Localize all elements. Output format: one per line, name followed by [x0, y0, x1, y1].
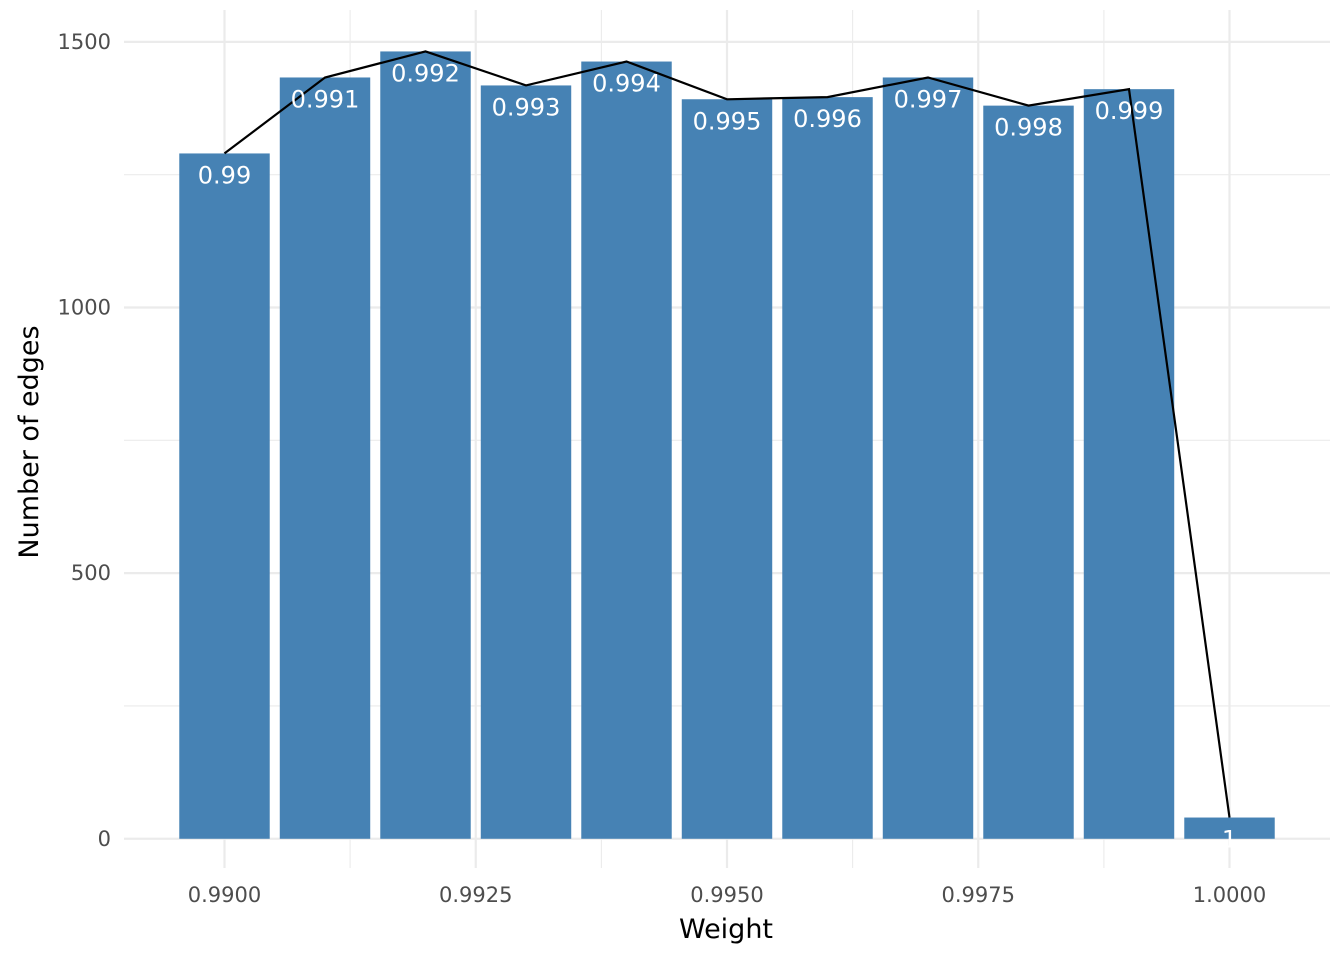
x-tick-label: 0.9900: [188, 883, 261, 907]
x-tick-label: 0.9975: [942, 883, 1015, 907]
bar-0.991: [279, 77, 371, 839]
y-tick-label: 0: [98, 827, 111, 851]
trend-polyline: [223, 50, 1231, 818]
bar-label: 1: [1222, 826, 1237, 854]
bar-label: 0.996: [793, 105, 862, 133]
bar-0.998: [983, 105, 1074, 839]
trend-line: [223, 50, 1231, 818]
y-tick-label: 1500: [58, 30, 111, 54]
bar-0.999: [1083, 89, 1175, 839]
bar-1: [1184, 817, 1275, 839]
y-axis-title: Number of edges: [14, 325, 45, 558]
x-tick-label: 0.9950: [690, 883, 763, 907]
x-tick-label: 0.9925: [439, 883, 512, 907]
x-axis-title: Weight: [679, 914, 773, 945]
bar-0.994: [581, 61, 672, 839]
bar-0.99: [179, 153, 270, 839]
y-tick-label: 500: [71, 561, 111, 585]
bar-0.995: [681, 99, 773, 839]
bar-label: 0.99: [198, 161, 251, 189]
x-axis-ticks: 0.9900 0.9925 0.9950 0.9975 1.0000: [188, 883, 1266, 907]
bar-label: 0.995: [693, 107, 762, 135]
bar-label: 0.997: [894, 85, 963, 113]
x-tick-label: 1.0000: [1193, 883, 1266, 907]
bar-0.992: [380, 51, 471, 839]
y-tick-label: 1000: [58, 296, 111, 320]
y-axis-ticks: 0 500 1000 1500: [58, 30, 111, 851]
bar-0.993: [480, 85, 572, 839]
bar-label: 0.999: [1095, 97, 1164, 125]
bars: [179, 51, 1275, 839]
bar-label: 0.992: [391, 59, 460, 87]
bar-labels: 0.99 0.991 0.992 0.993 0.994 0.995 0.996 0.997 0…: [198, 59, 1237, 853]
bar-label: 0.993: [492, 93, 561, 121]
bar-label: 0.998: [994, 114, 1063, 142]
bar-0.997: [882, 77, 974, 839]
bar-0.996: [782, 97, 873, 839]
bar-label: 0.994: [592, 70, 661, 98]
bar-label: 0.991: [291, 85, 360, 113]
